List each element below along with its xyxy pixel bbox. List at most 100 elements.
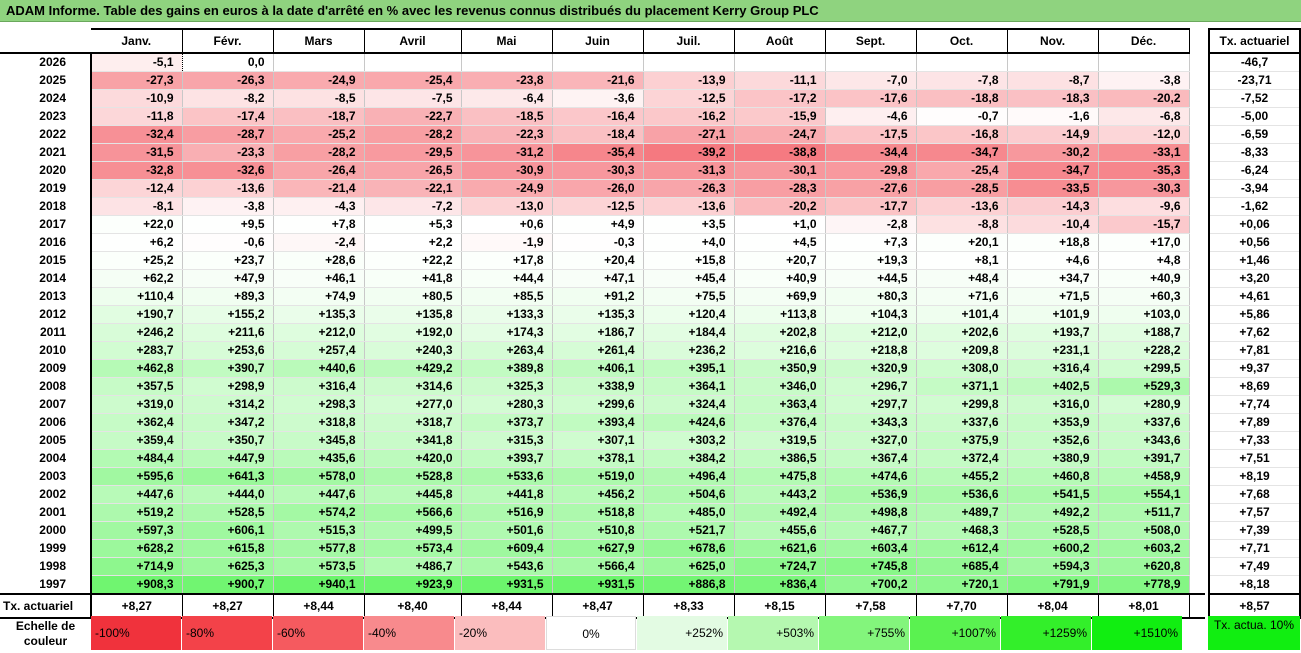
actuarial-rate-cell: -8,33 <box>1208 143 1301 162</box>
gain-cell: -14,3 <box>1007 197 1099 216</box>
gain-cell: +429,2 <box>364 359 462 378</box>
gain-cell: +566,4 <box>552 557 644 576</box>
gain-cell: -22,7 <box>364 107 462 126</box>
gain-cell: +406,1 <box>552 359 644 378</box>
spacer-cell <box>1189 593 1205 619</box>
actuarial-rate-cell: +5,86 <box>1208 305 1301 324</box>
gain-cell: +2,2 <box>364 233 462 252</box>
gain-cell <box>552 53 644 72</box>
gain-cell: +314,6 <box>364 377 462 396</box>
gain-cell: +71,5 <box>1007 287 1099 306</box>
gain-cell: +380,9 <box>1007 449 1099 468</box>
table-row: 2017 +22,0 +9,5 +7,8 +5,3 +0,6 +4,9 +3,5 +1,0 -2,… <box>0 215 1205 234</box>
gain-cell: +353,9 <box>1007 413 1099 432</box>
spacer-cell <box>1189 180 1205 198</box>
gain-cell: -24,7 <box>734 125 826 144</box>
gain-cell: +263,4 <box>461 341 553 360</box>
gain-cell: +498,8 <box>825 503 917 522</box>
actuarial-rate-row: +7,51 <box>1208 449 1301 468</box>
gain-cell: +315,3 <box>461 431 553 450</box>
footer-rate-cell: +7,58 <box>825 593 917 619</box>
gain-cell: +462,8 <box>91 359 183 378</box>
gain-cell: -33,5 <box>1007 179 1099 198</box>
gain-cell: +298,3 <box>273 395 365 414</box>
table-row: 2022 -32,4 -28,7 -25,2 -28,2 -22,3 -18,4 -27,1-… <box>0 125 1205 144</box>
gain-cell: +391,7 <box>1098 449 1190 468</box>
gain-cell: +303,2 <box>643 431 735 450</box>
gain-cell: +318,7 <box>364 413 462 432</box>
gain-cell: +484,4 <box>91 449 183 468</box>
actuarial-rate-row: +7,71 <box>1208 539 1301 558</box>
gain-cell: +101,4 <box>916 305 1008 324</box>
gain-cell: +384,2 <box>643 449 735 468</box>
gain-cell: +529,3 <box>1098 377 1190 396</box>
gain-cell: +6,2 <box>91 233 183 252</box>
gain-cell: +386,5 <box>734 449 826 468</box>
color-scale-legend: Echelle de couleur -100% -80% -60% -40% -20%… <box>0 616 1183 652</box>
gain-cell: +4,0 <box>643 233 735 252</box>
gain-cell: +528,8 <box>364 467 462 486</box>
spacer-cell <box>1189 396 1205 414</box>
gain-cell: +9,5 <box>182 215 274 234</box>
actuarial-rate-cell: -3,94 <box>1208 179 1301 198</box>
gain-cell: +594,3 <box>1007 557 1099 576</box>
gain-cell: +211,6 <box>182 323 274 342</box>
gain-cell: -7,0 <box>825 71 917 90</box>
gain-cell: +4,9 <box>552 215 644 234</box>
actuarial-rate-row: +9,37 <box>1208 359 1301 378</box>
gain-cell: +475,8 <box>734 467 826 486</box>
gain-cell: -12,4 <box>91 179 183 198</box>
year-label: 1999 <box>0 539 92 558</box>
year-label: 1998 <box>0 557 92 576</box>
actuarial-rate-row: +3,20 <box>1208 269 1301 288</box>
gain-cell: -13,6 <box>643 197 735 216</box>
gain-cell: -18,4 <box>552 125 644 144</box>
gain-cell: +515,3 <box>273 521 365 540</box>
gain-cell: +603,2 <box>1098 539 1190 558</box>
gain-cell: -39,2 <box>643 143 735 162</box>
gain-cell: -23,3 <box>182 143 274 162</box>
gain-cell: +297,7 <box>825 395 917 414</box>
gain-cell: +110,4 <box>91 287 183 306</box>
gain-cell: +346,0 <box>734 377 826 396</box>
gain-cell: +923,9 <box>364 575 462 595</box>
gain-cell: +595,6 <box>91 467 183 486</box>
gain-cell: +625,0 <box>643 557 735 576</box>
gain-cell: -3,8 <box>182 197 274 216</box>
gain-cell: +724,7 <box>734 557 826 576</box>
year-label: 2001 <box>0 503 92 522</box>
actuarial-rate-cell: -6,59 <box>1208 125 1301 144</box>
gain-cell: +357,5 <box>91 377 183 396</box>
actuarial-rate-row: +7,39 <box>1208 521 1301 540</box>
gain-cell: +75,5 <box>643 287 735 306</box>
gain-cell <box>461 53 553 72</box>
gain-cell: +886,8 <box>643 575 735 595</box>
footer-rate-cell: +8,27 <box>182 593 274 619</box>
footer-rate-cell: +8,47 <box>552 593 644 619</box>
color-scale-swatch: -60% <box>273 616 363 650</box>
actuarial-rate-row: +1,46 <box>1208 251 1301 270</box>
gain-cell: +447,9 <box>182 449 274 468</box>
footer-rate-cell: +8,27 <box>91 593 183 619</box>
gain-cell: +900,7 <box>182 575 274 595</box>
gain-cell: -3,6 <box>552 89 644 108</box>
year-label: 2024 <box>0 89 92 108</box>
gain-cell: +573,4 <box>364 539 462 558</box>
year-label: 2025 <box>0 71 92 90</box>
gain-cell: -14,9 <box>1007 125 1099 144</box>
gain-cell: -9,6 <box>1098 197 1190 216</box>
color-scale-swatch: 0% <box>546 616 636 650</box>
gain-cell: -0,7 <box>916 107 1008 126</box>
gain-cell: +113,8 <box>734 305 826 324</box>
gain-cell <box>734 53 826 72</box>
gain-cell: +236,2 <box>643 341 735 360</box>
gain-cell: +720,1 <box>916 575 1008 595</box>
footer-rate-cell: +8,44 <box>461 593 553 619</box>
color-scale-swatch: -40% <box>364 616 454 650</box>
gain-cell: +501,6 <box>461 521 553 540</box>
gain-cell: +18,8 <box>1007 233 1099 252</box>
gain-cell: +4,6 <box>1007 251 1099 270</box>
gain-cell: -4,3 <box>273 197 365 216</box>
month-header: Oct. <box>916 28 1008 54</box>
gain-cell: +578,0 <box>273 467 365 486</box>
